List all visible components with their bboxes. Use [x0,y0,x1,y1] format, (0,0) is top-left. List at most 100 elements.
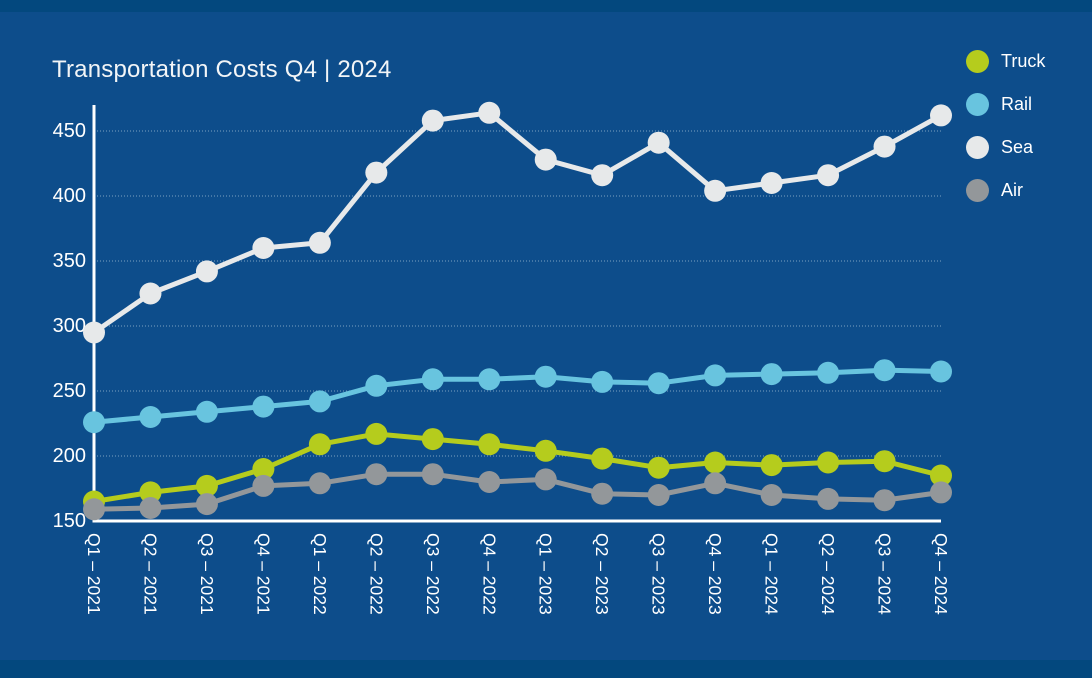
series-marker-rail [873,359,896,382]
series-marker-sea [308,231,331,254]
series-marker-truck [139,481,162,504]
series-marker-air [760,484,783,506]
legend-label-sea: Sea [1001,137,1034,157]
y-tick-label: 300 [53,315,86,337]
series-marker-truck [704,451,727,474]
series-marker-sea [930,104,952,127]
y-tick-label: 250 [53,380,86,402]
series-marker-sea [139,282,162,305]
legend-item-air[interactable]: Air [966,179,1045,202]
series-marker-rail [817,361,840,384]
x-tick-label: Q4 – 2023 [705,533,725,615]
y-tick-label: 200 [53,445,86,467]
series-marker-rail [252,395,275,418]
series-marker-air [421,463,444,486]
legend: Truck Rail Sea Air [966,50,1045,202]
y-tick-label: 400 [53,185,86,207]
x-tick-label: Q3 – 2022 [423,533,443,615]
series-marker-air [930,481,952,504]
series-marker-air [195,493,218,516]
x-tick-label: Q1 – 2024 [762,533,782,615]
series-marker-rail [647,372,670,395]
series-marker-air [591,482,614,505]
series-marker-truck [308,433,331,456]
series-marker-rail [534,365,557,388]
series-marker-air [252,474,275,497]
legend-swatch-sea-icon [966,136,989,159]
x-tick-label: Q4 – 2022 [479,533,499,615]
legend-swatch-rail-icon [966,93,989,116]
x-tick-label: Q1 – 2023 [536,533,556,615]
series-marker-rail [139,406,162,428]
series-marker-truck [647,456,670,479]
series-marker-truck [534,439,557,462]
series-marker-sea [83,321,105,344]
series-marker-rail [760,363,783,386]
series-marker-truck [817,451,840,474]
series-marker-air [647,484,670,506]
chart-title: Transportation Costs Q4 | 2024 [52,56,392,83]
series-marker-sea [817,164,840,187]
series-marker-truck [873,450,896,473]
y-tick-label: 350 [53,250,86,272]
series-marker-truck [195,474,218,497]
x-tick-label: Q4 – 2021 [253,533,273,615]
series-marker-sea [421,109,444,132]
series-marker-rail [83,411,105,434]
x-tick-label: Q2 – 2021 [140,533,160,615]
series-marker-truck [365,422,388,445]
series-marker-sea [365,161,388,184]
x-tick-label: Q2 – 2022 [366,533,386,615]
x-tick-label: Q3 – 2024 [875,533,895,615]
series-marker-air [478,471,501,493]
y-tick-label: 150 [53,510,86,532]
series-marker-sea [534,148,557,171]
series-marker-sea [591,164,614,187]
legend-item-rail[interactable]: Rail [966,93,1045,116]
series-line-rail [91,367,944,425]
legend-swatch-truck-icon [966,50,989,73]
x-tick-label: Q1 – 2021 [84,533,104,615]
series-marker-air [308,472,331,495]
series-marker-truck [252,458,275,480]
y-tick-label: 450 [53,120,86,142]
x-tick-label: Q3 – 2023 [649,533,669,615]
series-marker-sea [760,172,783,194]
series-marker-air [534,468,557,491]
series-marker-rail [478,368,501,391]
chart-paper [0,12,1092,660]
series-marker-rail [591,370,614,393]
series-marker-air [817,487,840,510]
series-marker-truck [930,464,952,487]
series-marker-truck [591,447,614,470]
legend-item-truck[interactable]: Truck [966,50,1045,73]
x-tick-label: Q4 – 2024 [931,533,951,615]
series-marker-truck [478,433,501,456]
series-line-truck [91,431,944,504]
x-tick-label: Q3 – 2021 [197,533,217,615]
x-tick-label: Q1 – 2022 [310,533,330,615]
x-tick-label: Q2 – 2024 [818,533,838,615]
series-marker-air [139,497,162,519]
series-marker-truck [421,428,444,451]
x-tick-label: Q2 – 2023 [592,533,612,615]
series-marker-rail [365,374,388,397]
legend-swatch-air-icon [966,179,989,202]
series-marker-sea [647,131,670,154]
series-marker-air [83,498,105,521]
legend-label-truck: Truck [1001,51,1046,71]
series-marker-air [873,489,896,512]
series-marker-rail [308,390,331,413]
series-marker-rail [195,400,218,423]
series-line-sea [91,110,944,335]
series-marker-sea [704,179,727,202]
series-marker-air [704,472,727,495]
series-marker-rail [930,360,952,383]
series-marker-rail [421,368,444,391]
series-marker-sea [252,237,275,259]
series-marker-sea [195,260,218,283]
legend-label-rail: Rail [1001,94,1033,114]
legend-item-sea[interactable]: Sea [966,136,1045,159]
legend-label-air: Air [1001,180,1023,200]
